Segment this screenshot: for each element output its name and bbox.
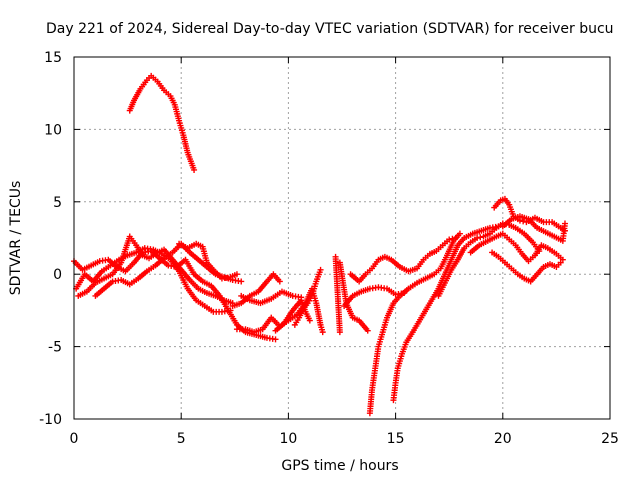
- data-point: [474, 235, 481, 241]
- series-track-12: [332, 253, 343, 336]
- series-track-20: [489, 249, 564, 285]
- x-axis-label: GPS time / hours: [281, 458, 398, 474]
- series-track-11: [291, 266, 324, 328]
- series-track-4: [75, 233, 236, 307]
- data-point: [364, 327, 371, 334]
- x-tick-label: 5: [177, 431, 186, 447]
- series-track-13: [336, 259, 371, 334]
- y-tick-label: 5: [53, 195, 62, 211]
- data-point: [306, 317, 313, 324]
- data-point: [276, 278, 283, 285]
- series-track-8: [238, 288, 305, 307]
- plot-frame: [73, 56, 611, 420]
- y-tick-label: -10: [39, 412, 62, 428]
- data-point: [456, 230, 463, 237]
- series-track-6: [176, 240, 240, 282]
- data-point: [317, 266, 324, 273]
- series-track-15: [347, 235, 459, 285]
- series-track-16: [366, 230, 463, 417]
- y-axis-label: SDTVAR / TECUs: [8, 181, 24, 296]
- data-point: [557, 259, 564, 266]
- data-point: [319, 329, 326, 336]
- series-track-14: [341, 284, 408, 310]
- data-point: [191, 166, 198, 173]
- data-point: [272, 336, 279, 343]
- y-tick-label: -5: [48, 340, 62, 356]
- chart-title: Day 221 of 2024, Sidereal Day-to-day VTE…: [46, 21, 614, 37]
- data-points: [71, 72, 568, 417]
- data-point: [561, 220, 568, 227]
- x-tick-label: 0: [70, 431, 79, 447]
- data-point: [227, 307, 234, 314]
- data-point: [238, 278, 245, 285]
- series-track-22: [499, 213, 568, 244]
- series-track-9: [233, 285, 326, 336]
- y-tick-label: 15: [44, 50, 62, 66]
- data-point: [477, 234, 484, 241]
- series-track-17: [390, 223, 502, 404]
- x-tick-label: 15: [387, 431, 405, 447]
- y-tick-label: 0: [53, 267, 62, 283]
- x-tick-label: 25: [601, 431, 619, 447]
- data-point: [446, 236, 453, 243]
- x-tick-label: 10: [279, 431, 297, 447]
- data-point: [336, 329, 343, 336]
- x-tick-label: 20: [494, 431, 512, 447]
- series-track-10: [272, 297, 313, 334]
- y-tick-label: 10: [44, 122, 62, 138]
- series-track-19: [467, 230, 566, 265]
- data-point: [520, 218, 527, 225]
- series-track-1: [126, 72, 198, 173]
- data-point: [233, 271, 240, 278]
